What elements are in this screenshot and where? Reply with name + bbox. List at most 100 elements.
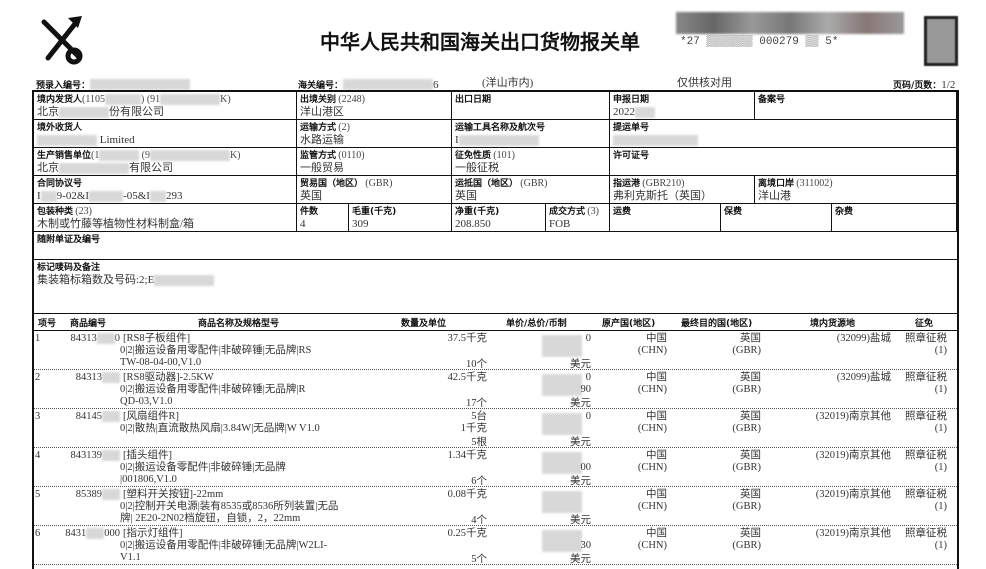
package-cell: 包装种类 (23) 木制或竹藤等植物性材料制盒/箱 [34,204,297,232]
price-line: 0 [585,372,591,383]
price-line: 美元 [570,398,591,409]
hs-code-group: 84313 0 [70,333,120,345]
destination-line: 英国 [740,489,761,500]
item-no: 2 [35,372,41,383]
price-line: 美元 [570,476,591,487]
item-no: 1 [35,333,41,344]
table-row: 4 843139 [插头组件] 0|2|搬运设备零配件|非破碎锤|无品牌 |001806… [34,448,957,487]
col-origin: 原产国(地区) [602,319,656,329]
redacted [102,489,120,500]
col-destination: 最终目的国(地区) [681,319,753,329]
hs-code: 84145 [75,411,102,422]
item-name-line: 0|2|散热|直流散热风扇|3.84W|无品牌|W V1.0 [120,423,320,434]
barcode-number: *27 ▒▒▒▒▒▒▒ 000279 ▒▒ 5* [680,36,839,48]
source-place: (32019)南京其他 [815,528,891,539]
table-row: 1 84313 0 [RS8子板组件] 0|2|搬运设备用零配件|非破碎锤|无品牌|RS… [34,331,957,370]
hs-code-group: 84145 [76,411,120,423]
redacted [542,530,582,552]
hs-code: 8431 [65,528,87,539]
price-line: 美元 [570,554,591,565]
redacted [343,78,434,90]
redacted [96,333,115,344]
hs-code: 85389 [75,489,102,500]
levy-line: (1) [934,423,947,434]
levy-line: 照章征税 [905,450,947,461]
levy-line: (1) [934,345,947,356]
redacted [86,528,105,539]
quantity-line: 1.34千克 [447,450,487,461]
hs-code-end: 0 [114,333,120,344]
levy-line: 照章征税 [905,528,947,539]
item-name-line: [塑料开关按钮]-22mm [123,489,224,500]
vessel-cell: 运输工具名称及航次号 I [452,120,610,148]
origin-line: (CHN) [637,501,667,512]
price-line: 美元 [570,437,591,448]
table-row: 2 84313 [RS8驱动器]-2.5KW 0|2|搬运设备用零配件|非破碎锤|无品… [34,370,957,409]
item-no: 5 [35,489,41,500]
marks-cell: 标记唛码及备注 集装箱标箱数及号码:2;E [34,260,957,314]
source-place: (32019)南京其他 [815,450,891,461]
item-no: 3 [35,411,41,422]
quantity-line: 42.5千克 [447,372,487,383]
hs-code: 843139 [70,450,103,461]
price-line: 0 [585,411,591,422]
check-note: 仅供核对用 [677,77,732,89]
price-line: 美元 [570,515,591,526]
pre-entry-number: 预录入编号： [36,75,191,93]
hs-code-group: 85389 [76,489,120,501]
quantity-line: 5根 [471,437,487,448]
divider [34,330,957,331]
gross-weight-cell: 毛重(千克) 309 [349,204,452,232]
item-name-line: [指示灯组件] [123,528,183,539]
levy-line: 照章征税 [905,333,947,344]
destination-line: (GBR) [732,540,761,551]
redacted [102,372,120,383]
destination-line: 英国 [740,528,761,539]
exit-port-cell: 离境口岸 (311002) 洋山港 [755,176,957,204]
origin-line: 中国 [646,333,667,344]
quantity-line: 0.08千克 [447,489,487,500]
barcode [676,12,904,34]
transport-cell: 运输方式 (2) 水路运输 [297,120,452,148]
redacted [102,411,120,422]
export-date-cell: 出口日期 [452,92,610,120]
hs-code: 84313 [70,333,97,344]
trade-country-cell: 贸易国（地区） (GBR) 英国 [297,176,452,204]
item-name-line: TW-08-04-00,V1.0 [120,357,202,368]
port-note: (洋山市内) [482,77,534,89]
price-line: 30 [580,540,592,551]
price-line: 美元 [570,359,591,370]
levy-line: (1) [934,540,947,551]
col-price: 单价/总价/币制 [506,319,567,329]
origin-line: (CHN) [637,345,667,356]
redacted [90,78,191,90]
item-name-line: 0|2|搬运设备零配件|非破碎锤|无品牌 [120,462,286,473]
col-name-spec: 商品名称及规格型号 [198,319,280,329]
exit-customs-cell: 出境关别 (2248) 洋山港区 [297,92,452,120]
col-source: 境内货源地 [810,319,856,329]
item-no: 6 [35,528,41,539]
customs-number: 海关编号： 6 [298,78,439,91]
price-line: 90 [580,384,592,395]
item-name-line: 0|2|控制开关电源|装有8535或8536所列装置|无品 [120,501,339,512]
levy-line: (1) [934,462,947,473]
redacted [542,452,582,474]
item-name-line: 0|2|搬运设备用零配件|非破碎锤|无品牌|R [120,384,306,395]
page-indicator: 页码/页数：1/2 [893,79,956,91]
quantity-line: 5台 [471,411,487,422]
source-place: (32099)盐城 [836,333,891,344]
origin-line: (CHN) [637,423,667,434]
quantity-line: 6个 [471,476,487,487]
quantity-line: 37.5千克 [447,333,487,344]
contract-cell: 合同协议号 I 9-02&I -05&I 293 [34,176,297,204]
redacted [102,450,120,461]
shipper-cell: 境内发货人(1105) (91 K) 北京 份有限公司 [34,92,297,120]
price-line: 0 [585,333,591,344]
origin-line: (CHN) [637,384,667,395]
item-name-line: |001806,V1.0 [120,474,177,485]
declare-date-cell: 申报日期 2022 [610,92,755,120]
destination-line: (GBR) [732,423,761,434]
destination-line: 英国 [740,372,761,383]
col-hs-code: 商品编号 [70,319,107,329]
item-name-line: 0|2|搬运设备用零配件|非破碎锤|无品牌|RS [120,345,312,356]
